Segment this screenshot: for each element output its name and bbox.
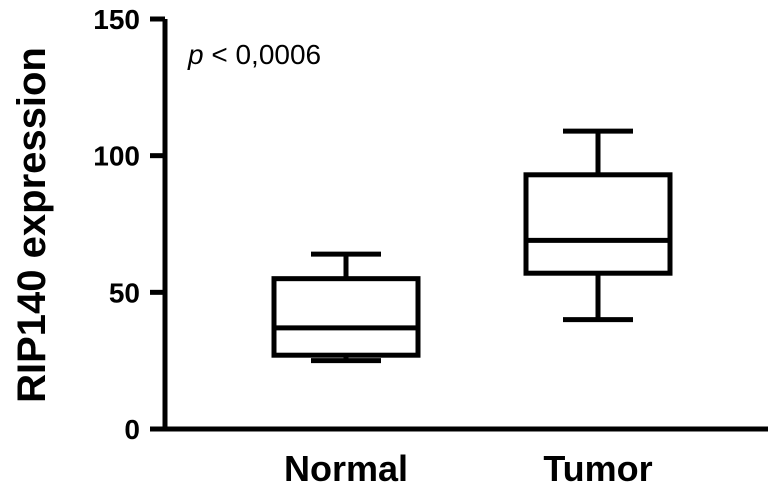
- p-value-annotation: p < 0,0006: [187, 39, 321, 70]
- p-value-symbol: p: [187, 39, 204, 70]
- box-normal: [271, 251, 421, 364]
- box-tumor: [523, 128, 673, 323]
- category-label-normal: Normal: [284, 448, 408, 488]
- y-tick-label: 50: [109, 277, 140, 308]
- boxes: [271, 128, 673, 364]
- y-axis: 0 50 100 150: [93, 4, 168, 445]
- category-labels: Normal Tumor: [284, 448, 653, 488]
- box-iqr: [271, 276, 421, 358]
- y-tick-label: 150: [93, 4, 140, 35]
- y-tick-label: 100: [93, 141, 140, 172]
- y-axis-title: RIP140 expression: [10, 47, 54, 403]
- box-iqr: [523, 172, 673, 276]
- category-label-tumor: Tumor: [543, 448, 652, 488]
- y-tick-label: 0: [124, 414, 140, 445]
- p-value-text: < 0,0006: [204, 39, 322, 70]
